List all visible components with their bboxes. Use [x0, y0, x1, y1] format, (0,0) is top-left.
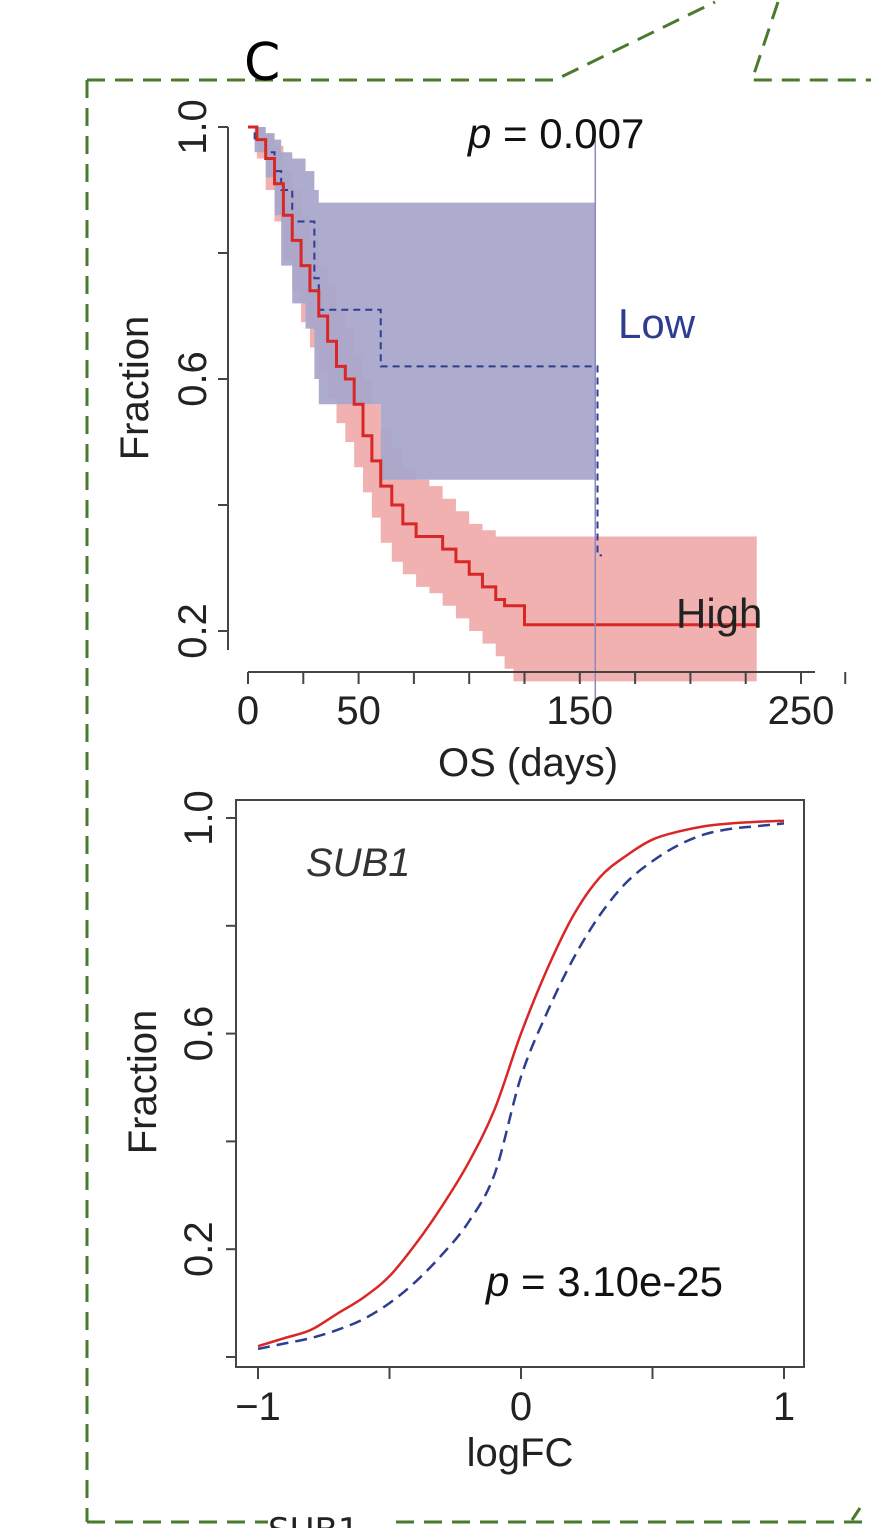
cdf-p-symbol: p	[484, 1258, 509, 1305]
km-line-high	[248, 125, 757, 627]
cdf-y-tick-label: 1.0	[177, 790, 221, 846]
km-band-high	[248, 127, 757, 682]
cdf-y-tick-label: 0.6	[177, 1006, 221, 1062]
cdf-y-ticks: 0.2 0.6 1.0	[177, 790, 236, 1358]
km-legend-high: High	[676, 590, 762, 637]
cdf-line-solid	[257, 819, 785, 1348]
km-p-value: p = 0.007	[466, 110, 644, 157]
km-p-symbol: p	[466, 110, 491, 157]
cdf-chart: 0.2 0.6 1.0 −1 0 1 Fraction logFC SUB1 p = 3…	[121, 790, 805, 1475]
cdf-p-number: = 3.10e-25	[509, 1258, 723, 1305]
bottom-gene-label: SUB1	[268, 1511, 359, 1528]
cdf-x-tick-label: 0	[510, 1385, 532, 1429]
dashed-frame	[85, 0, 871, 1524]
cdf-p-value: p = 3.10e-25	[484, 1258, 723, 1305]
km-legend-low: Low	[618, 300, 696, 347]
km-y-tick-label: 1.0	[171, 99, 215, 155]
km-x-tick-label: 250	[768, 689, 835, 733]
cdf-line-dashed	[257, 822, 785, 1351]
cdf-x-axis-title: logFC	[467, 1431, 574, 1475]
km-x-ticks: 0 50 150 250	[237, 672, 847, 733]
frame-top-right	[749, 1, 871, 82]
km-y-tick-label: 0.2	[171, 603, 215, 659]
km-x-tick-label: 150	[546, 689, 613, 733]
frame-right-fragment	[850, 1507, 862, 1521]
cdf-x-tick-label: 1	[773, 1385, 795, 1429]
km-y-tick-label: 0.6	[171, 351, 215, 407]
km-confidence-bands	[248, 127, 757, 682]
cdf-y-tick-label: 0.2	[177, 1221, 221, 1277]
frame-top-left	[87, 0, 716, 82]
km-x-axis-title: OS (days)	[438, 741, 618, 785]
km-x-tick-label: 50	[336, 689, 381, 733]
km-y-ticks: 0.2 0.6 1.0	[171, 99, 228, 659]
km-p-number: = 0.007	[491, 110, 644, 157]
cdf-x-ticks: −1 0 1	[235, 1367, 795, 1429]
km-band-low	[248, 127, 596, 480]
cdf-gene-label: SUB1	[306, 841, 411, 885]
cdf-y-axis-title: Fraction	[121, 1010, 165, 1155]
km-survival-lines	[248, 125, 757, 707]
cdf-lines	[257, 819, 785, 1351]
panel-label: C	[244, 33, 280, 93]
km-y-axis-title: Fraction	[113, 316, 157, 461]
km-chart: 0.2 0.6 1.0 0 50 150 250 Fraction OS (days) p…	[113, 99, 847, 785]
km-x-tick-label: 0	[237, 689, 259, 733]
cdf-x-tick-label: −1	[235, 1385, 281, 1429]
